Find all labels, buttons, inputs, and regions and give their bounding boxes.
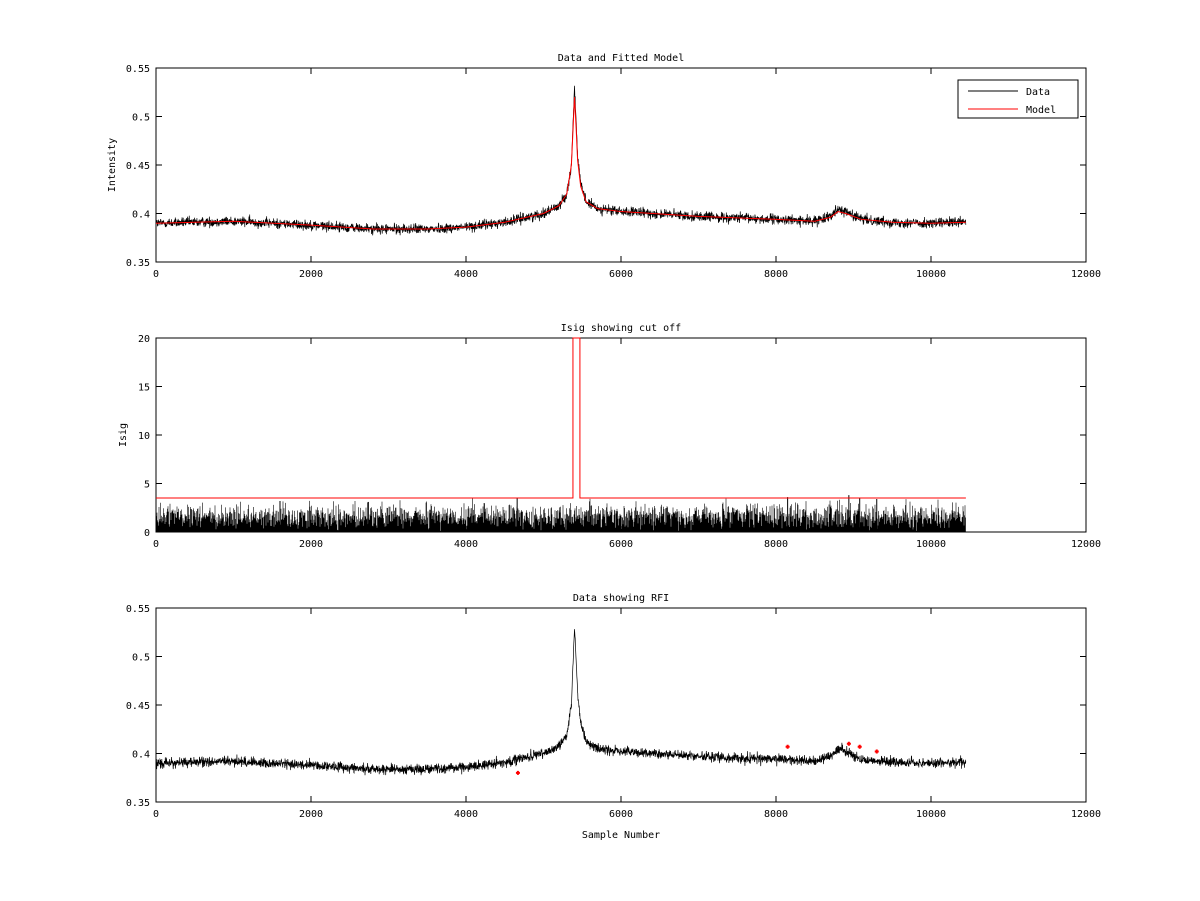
isig-series bbox=[155, 498, 966, 532]
ticks-layer: 0 2000 4000 6000 8000 10000 12000 0.35 0.4 0.45 0.… bbox=[126, 64, 1101, 280]
x-axis-label: Sample Number bbox=[582, 830, 660, 841]
legend: Data Model bbox=[957, 79, 1079, 119]
chart-title: Data showing RFI bbox=[573, 593, 669, 604]
ticks-layer: 0 2000 4000 6000 8000 10000 12000 0.35 0.4 0.45 0.… bbox=[126, 604, 1101, 820]
x-tick-label: 6000 bbox=[609, 269, 633, 280]
x-tick-label: 2000 bbox=[299, 539, 323, 550]
rfi-point bbox=[874, 749, 879, 754]
series-layer bbox=[155, 337, 966, 532]
y-tick-label: 0.35 bbox=[126, 258, 150, 269]
rfi-point bbox=[857, 744, 862, 749]
y-tick-label: 0 bbox=[144, 528, 150, 539]
legend-data-label: Data bbox=[1026, 87, 1050, 98]
y-tick-label: 0.4 bbox=[132, 750, 150, 761]
y-axis-label: Isig bbox=[118, 423, 129, 447]
y-tick-label: 0.45 bbox=[126, 701, 150, 712]
x-tick-label: 6000 bbox=[609, 539, 633, 550]
x-tick-label: 8000 bbox=[764, 809, 788, 820]
cutoff-series bbox=[156, 337, 966, 499]
y-tick-label: 0.45 bbox=[126, 161, 150, 172]
x-tick-label: 12000 bbox=[1071, 809, 1101, 820]
x-tick-label: 8000 bbox=[764, 539, 788, 550]
x-tick-label: 10000 bbox=[916, 809, 946, 820]
panel-isig-showing-cut-off: 0 2000 4000 6000 8000 10000 12000 0 5 10 15 20 Isig… bbox=[118, 323, 1101, 550]
chart-title: Isig showing cut off bbox=[561, 323, 681, 334]
y-tick-label: 0.4 bbox=[132, 210, 150, 221]
x-tick-label: 2000 bbox=[299, 809, 323, 820]
y-tick-label: 0.5 bbox=[132, 113, 150, 124]
y-tick-label: 20 bbox=[138, 334, 150, 345]
model-series bbox=[155, 97, 966, 230]
x-tick-label: 10000 bbox=[916, 269, 946, 280]
y-tick-label: 5 bbox=[144, 480, 150, 491]
x-tick-label: 6000 bbox=[609, 809, 633, 820]
rfi-point bbox=[846, 741, 851, 746]
rfi-point bbox=[515, 770, 520, 775]
x-tick-label: 4000 bbox=[454, 809, 478, 820]
x-tick-label: 4000 bbox=[454, 269, 478, 280]
legend-box bbox=[957, 79, 1079, 119]
y-tick-label: 10 bbox=[138, 431, 150, 442]
plot-area bbox=[155, 67, 1087, 263]
chart-title: Data and Fitted Model bbox=[558, 53, 684, 64]
x-tick-label: 4000 bbox=[454, 539, 478, 550]
ticks-layer: 0 2000 4000 6000 8000 10000 12000 0 5 10 15 20 bbox=[138, 334, 1101, 550]
y-tick-label: 0.5 bbox=[132, 653, 150, 664]
x-tick-label: 12000 bbox=[1071, 269, 1101, 280]
data-series bbox=[155, 85, 967, 236]
y-axis-label: Intensity bbox=[107, 138, 118, 192]
data-series bbox=[155, 629, 967, 776]
plot-area bbox=[155, 337, 1087, 533]
series-layer bbox=[155, 85, 967, 236]
x-tick-label: 0 bbox=[153, 809, 159, 820]
y-tick-label: 0.55 bbox=[126, 604, 150, 615]
y-tick-label: 0.35 bbox=[126, 798, 150, 809]
legend-model-label: Model bbox=[1026, 105, 1056, 116]
x-tick-label: 12000 bbox=[1071, 539, 1101, 550]
x-tick-label: 0 bbox=[153, 269, 159, 280]
series-layer bbox=[155, 629, 967, 776]
rfi-point bbox=[785, 744, 790, 749]
panel-data-showing-rfi: 0 2000 4000 6000 8000 10000 12000 0.35 0.4 0.45 0.… bbox=[126, 593, 1101, 841]
plot-area bbox=[155, 607, 1087, 803]
y-tick-label: 0.55 bbox=[126, 64, 150, 75]
y-tick-label: 15 bbox=[138, 383, 150, 394]
x-tick-label: 2000 bbox=[299, 269, 323, 280]
panel-data-and-fitted-model: 0 2000 4000 6000 8000 10000 12000 0.35 0.4 0.45 0.… bbox=[107, 53, 1101, 280]
x-tick-label: 0 bbox=[153, 539, 159, 550]
x-tick-label: 10000 bbox=[916, 539, 946, 550]
x-tick-label: 8000 bbox=[764, 269, 788, 280]
